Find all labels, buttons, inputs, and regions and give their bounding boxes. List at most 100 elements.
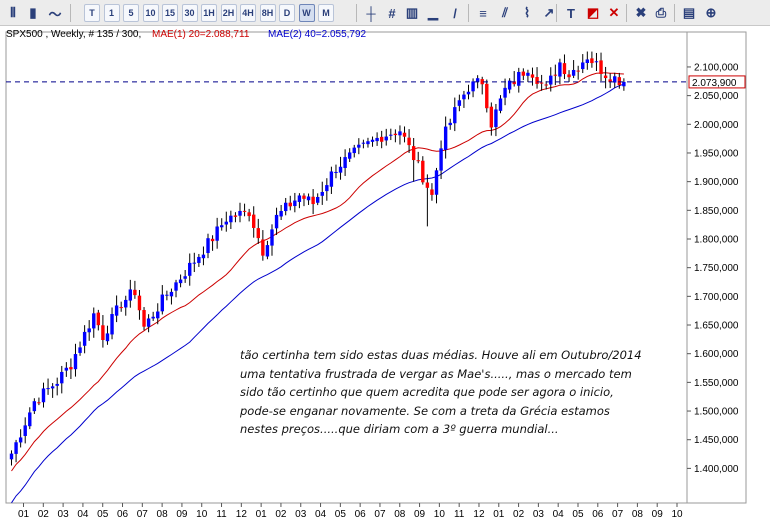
- candle-body-up: [622, 81, 626, 87]
- time-axis-label: 07: [612, 509, 624, 520]
- time-axis-label: 03: [58, 509, 70, 520]
- time-axis-label: 10: [196, 509, 208, 520]
- zoom-in-icon[interactable]: ⊕: [705, 5, 717, 20]
- toolbar-separator: [626, 4, 627, 22]
- candle: [9, 450, 14, 466]
- timeframe-button-8h[interactable]: 8H: [259, 4, 276, 22]
- candle: [183, 269, 187, 283]
- candle: [562, 54, 567, 80]
- fibonacci-icon[interactable]: ≡: [479, 5, 487, 21]
- candle: [284, 197, 288, 216]
- candle: [210, 235, 215, 251]
- candle: [411, 137, 416, 182]
- toolbar-separator: [556, 4, 557, 22]
- time-axis-label: 07: [374, 509, 386, 520]
- timeframe-button-m[interactable]: M: [318, 4, 334, 22]
- candle: [133, 280, 137, 299]
- price-axis-label: 1.550,000: [694, 378, 739, 389]
- price-axis-label: 1.700,000: [694, 292, 739, 303]
- timeframe-button-4h[interactable]: 4H: [240, 4, 256, 22]
- price-axis-label: 2.100,000: [694, 62, 739, 73]
- crosshair-icon[interactable]: ┼: [366, 5, 376, 21]
- candle: [370, 136, 375, 147]
- candle: [567, 70, 571, 82]
- toolbar-separator: [468, 4, 469, 22]
- bar-chart-icon[interactable]: ⫴: [10, 5, 16, 20]
- histogram-icon[interactable]: ▁: [428, 5, 438, 20]
- channel-icon[interactable]: ⫽: [502, 5, 508, 20]
- timeframe-button-d[interactable]: D: [279, 4, 295, 22]
- candle: [146, 314, 151, 333]
- text-tool-icon[interactable]: T: [567, 5, 575, 21]
- print-icon[interactable]: ⎙: [655, 5, 667, 20]
- save-icon[interactable]: ▤: [682, 5, 696, 20]
- timeframe-button-2h[interactable]: 2H: [220, 4, 237, 22]
- candle: [494, 103, 498, 137]
- candle-body-down: [119, 307, 123, 309]
- delete-icon[interactable]: ✕: [608, 5, 620, 20]
- price-axis-label: 1.750,000: [694, 263, 739, 274]
- timeframe-button-10[interactable]: 10: [142, 4, 159, 22]
- timeframe-button-w[interactable]: W: [298, 4, 315, 22]
- trend-line-icon[interactable]: /: [453, 5, 457, 21]
- candle: [325, 178, 329, 201]
- candle: [224, 211, 228, 232]
- timeframe-button-1[interactable]: 1: [103, 4, 120, 22]
- objects-icon[interactable]: ◩: [586, 5, 600, 20]
- price-axis-label: 1.950,000: [694, 148, 739, 159]
- time-axis-label: 10: [671, 509, 683, 520]
- candlestick-icon[interactable]: ▮: [29, 5, 37, 20]
- candle: [334, 164, 338, 179]
- candle: [197, 253, 201, 267]
- timeframe-button-1h[interactable]: 1H: [201, 4, 217, 22]
- timeframe-button-30[interactable]: 30: [181, 4, 198, 22]
- candle-body-down: [96, 312, 101, 326]
- candle: [265, 240, 270, 260]
- annotation-note: tão certinha tem sido estas duas médias.…: [240, 348, 642, 436]
- candle-body-up: [146, 318, 151, 327]
- arrow-icon[interactable]: ↗: [543, 5, 555, 20]
- volume-icon[interactable]: ▥: [405, 5, 419, 20]
- time-axis-label: 03: [533, 509, 545, 520]
- candle: [302, 193, 306, 207]
- candle: [498, 95, 503, 114]
- candle-body-up: [169, 291, 174, 297]
- timeframe-button-5[interactable]: 5: [123, 4, 139, 22]
- candle: [576, 65, 580, 80]
- candle: [55, 377, 59, 396]
- time-axis-label: 01: [256, 509, 268, 520]
- price-chart[interactable]: SPX500 , Weekly, # 135 / 300, MAE(1) 20=2…: [0, 26, 770, 521]
- candle-body-up: [178, 279, 183, 284]
- candle: [192, 252, 196, 273]
- candle: [306, 193, 311, 205]
- candle-body-up: [215, 226, 219, 241]
- candle: [73, 343, 78, 377]
- line-chart-icon[interactable]: 〜: [48, 6, 62, 22]
- price-axis-label: 1.900,000: [694, 177, 739, 188]
- candle-body-down: [137, 295, 142, 311]
- time-axis-label: 11: [216, 509, 227, 520]
- candle-body-up: [366, 141, 370, 145]
- candle-body-up: [329, 171, 334, 187]
- candle-body-down: [256, 228, 260, 239]
- candle-body-down: [261, 239, 265, 256]
- candle: [462, 90, 466, 108]
- chart-area[interactable]: SPX500 , Weekly, # 135 / 300, MAE(1) 20=2…: [0, 26, 770, 521]
- candle-body-up: [265, 245, 270, 257]
- candle: [535, 67, 539, 89]
- cycle-icon[interactable]: ⌇: [523, 5, 531, 20]
- candle-body-up: [28, 412, 32, 427]
- candle-body-down: [233, 215, 238, 217]
- candle: [124, 295, 128, 316]
- candle: [279, 204, 283, 221]
- grid-icon[interactable]: #: [388, 5, 396, 21]
- time-axis-label: 01: [18, 509, 30, 520]
- candle: [270, 224, 274, 256]
- candle-body-up: [50, 386, 55, 389]
- delete-all-icon[interactable]: ✖: [635, 5, 647, 20]
- timeframe-button-t[interactable]: T: [84, 4, 100, 22]
- candle: [82, 325, 87, 354]
- timeframe-button-15[interactable]: 15: [162, 4, 178, 22]
- candle-body-up: [475, 78, 480, 82]
- time-axis-label: 04: [553, 509, 565, 520]
